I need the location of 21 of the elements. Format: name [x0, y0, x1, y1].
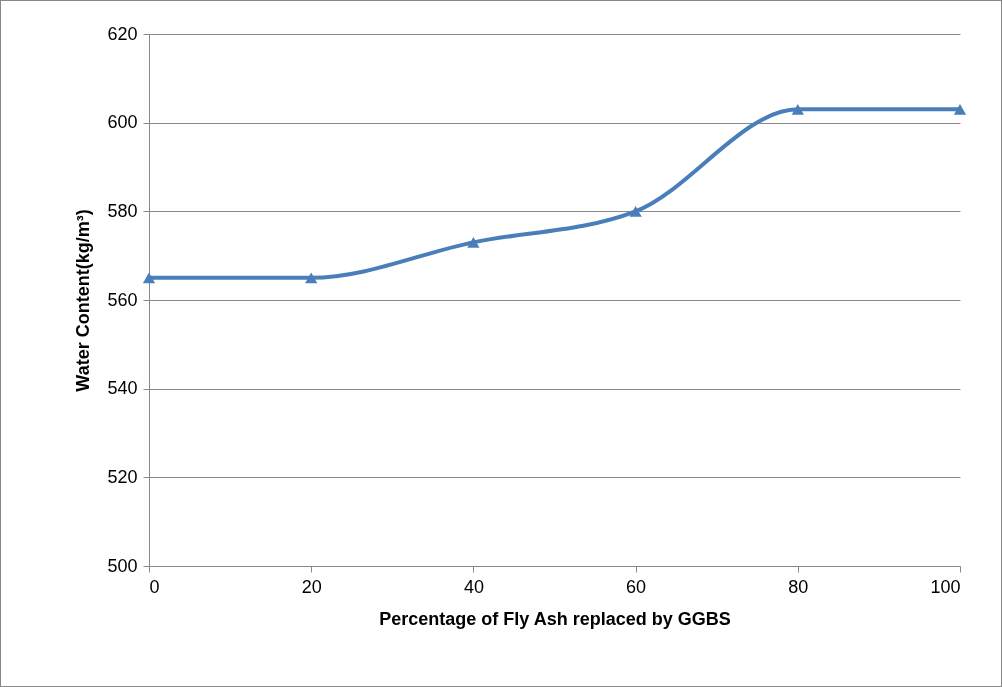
x-tick-label: 100	[930, 576, 961, 597]
y-tick-label: 600	[107, 112, 138, 133]
y-tick-label: 560	[107, 289, 138, 310]
point	[629, 206, 642, 217]
y-tick-label: 520	[107, 466, 138, 487]
point	[791, 104, 804, 115]
point	[467, 237, 480, 248]
y-tick-label: 540	[107, 378, 138, 399]
x-tick-label: 0	[149, 576, 160, 597]
y-tick-label: 580	[107, 200, 138, 221]
x-tick-label: 80	[788, 576, 809, 597]
y-axis-title: Water Content(kg/m³)	[73, 209, 94, 392]
x-tick-label: 40	[463, 576, 484, 597]
y-tick-label: 620	[107, 23, 138, 44]
y-tick-label: 500	[107, 555, 138, 576]
point	[142, 272, 156, 284]
x-tick-label: 60	[626, 576, 647, 597]
x-axis-title: Percentage of Fly Ash replaced by GGBS	[379, 608, 731, 629]
x-tick-label: 20	[301, 576, 322, 597]
point	[953, 104, 967, 115]
point	[305, 272, 318, 284]
